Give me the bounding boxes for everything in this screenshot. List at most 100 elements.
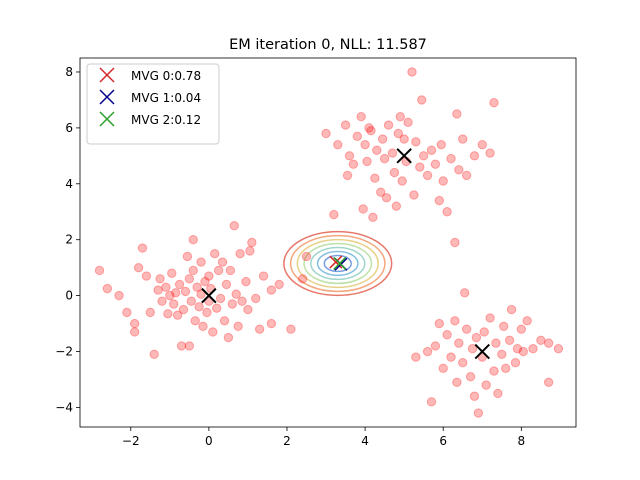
x-tick-label: −2 <box>122 434 140 448</box>
data-point <box>210 248 220 259</box>
x-tick-label: 8 <box>518 434 526 448</box>
data-point <box>301 251 312 262</box>
data-point <box>157 296 167 306</box>
y-tick-label: 6 <box>65 121 73 135</box>
data-point <box>518 346 528 357</box>
data-point <box>137 243 148 253</box>
data-point <box>155 274 165 284</box>
data-point <box>465 371 476 382</box>
data-point <box>352 131 362 141</box>
data-point <box>149 349 159 360</box>
data-point <box>182 251 193 262</box>
legend-entry-mvg1: MVG 1:0.04 <box>99 89 201 105</box>
data-point <box>243 304 253 315</box>
data-point <box>231 289 241 299</box>
y-tick-label: 8 <box>65 65 73 79</box>
contour-level <box>283 230 393 297</box>
y-tick-label: 4 <box>65 177 73 191</box>
data-point <box>504 335 515 346</box>
plot-frame <box>79 57 577 428</box>
data-point <box>192 282 202 292</box>
data-point <box>446 153 456 164</box>
data-point <box>188 235 198 245</box>
data-point <box>213 265 224 276</box>
data-point <box>477 139 487 150</box>
data-point <box>426 145 437 155</box>
data-point <box>461 324 472 334</box>
data-point <box>202 307 212 318</box>
data-point <box>114 290 124 301</box>
data-point <box>266 285 277 295</box>
x-tick-label: 2 <box>283 434 291 448</box>
data-point <box>489 98 499 108</box>
data-point <box>528 344 538 354</box>
contour-level <box>323 254 352 273</box>
legend-x-icon <box>99 89 115 105</box>
data-point <box>458 134 468 144</box>
y-axis: −4 −2 0 2 4 6 8 <box>55 65 80 414</box>
data-point <box>321 128 331 139</box>
points-group <box>94 67 564 418</box>
data-point <box>452 109 462 119</box>
data-point <box>129 318 140 329</box>
data-point <box>133 262 144 273</box>
data-point <box>358 204 368 214</box>
y-tick-label: 0 <box>65 289 73 303</box>
data-point <box>512 344 523 354</box>
data-point <box>506 304 517 315</box>
data-point <box>227 299 238 309</box>
data-point <box>258 271 269 281</box>
x-tick-label: 6 <box>439 434 447 448</box>
y-tick-label: −2 <box>55 345 73 359</box>
data-point <box>233 321 243 332</box>
legend-entry-mvg2: MVG 2:0.12 <box>99 111 201 127</box>
data-point <box>251 293 261 304</box>
data-point <box>536 335 546 346</box>
data-point <box>372 145 382 155</box>
data-point <box>481 380 491 390</box>
data-point <box>395 112 405 122</box>
data-point <box>229 221 239 231</box>
legend-label-mvg2: MVG 2:0.12 <box>131 113 201 127</box>
data-point <box>422 346 433 357</box>
data-point <box>450 316 460 326</box>
contour-level <box>303 242 373 285</box>
data-point <box>379 153 390 164</box>
data-point <box>188 265 198 276</box>
data-point <box>467 344 478 354</box>
data-point <box>266 318 277 329</box>
data-point <box>223 332 234 343</box>
data-point <box>501 363 511 373</box>
data-point <box>403 117 413 127</box>
data-point <box>360 139 370 150</box>
data-point <box>219 316 230 326</box>
data-point <box>176 341 187 351</box>
data-point <box>391 201 402 211</box>
data-point <box>225 265 236 276</box>
legend-label-mvg0: MVG 0:0.78 <box>131 69 201 83</box>
data-point <box>543 338 554 348</box>
contour-level <box>296 238 379 289</box>
data-point <box>172 310 183 320</box>
data-point <box>376 187 386 197</box>
data-point <box>217 257 228 267</box>
legend-entry-mvg0: MVG 0:0.78 <box>99 67 201 83</box>
data-point <box>169 299 179 309</box>
data-point <box>422 170 433 181</box>
data-point <box>415 162 425 172</box>
mvg-mean-marker <box>333 256 347 270</box>
y-tick-label: 2 <box>65 233 73 247</box>
legend-marker-mvg0 <box>99 67 115 83</box>
data-point <box>493 388 503 399</box>
data-point <box>510 358 521 368</box>
legend-box <box>86 63 220 145</box>
data-point <box>184 274 195 284</box>
contour-level <box>289 234 386 293</box>
data-point <box>381 193 392 203</box>
data-point <box>362 156 372 167</box>
data-point <box>450 237 460 248</box>
data-point <box>204 271 214 281</box>
data-point <box>356 112 366 122</box>
data-point <box>194 302 204 312</box>
